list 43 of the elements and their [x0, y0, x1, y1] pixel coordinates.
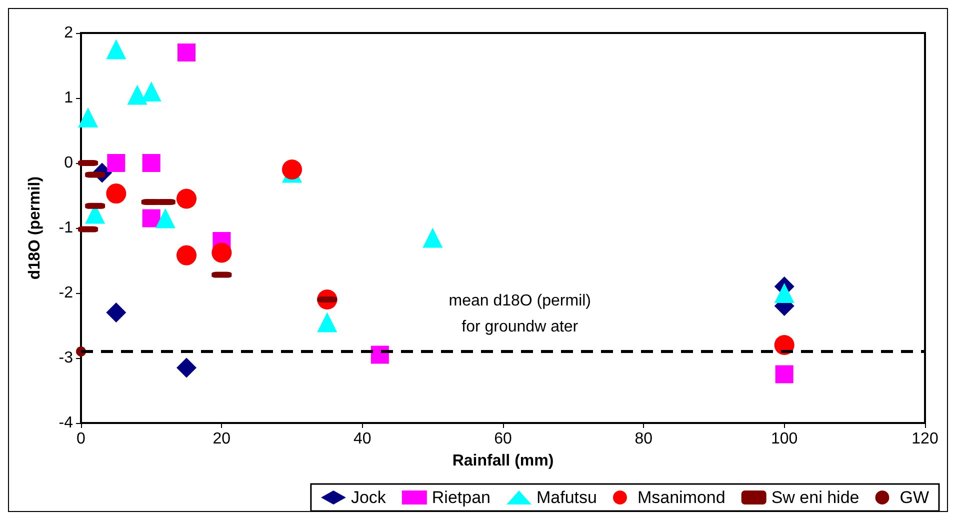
x-tick-label: 120 [912, 430, 938, 448]
legend-label: GW [900, 488, 930, 507]
point [422, 228, 443, 248]
x-tick-label: 0 [76, 430, 86, 448]
point [775, 365, 794, 384]
annotation: mean d18O (permil) for groundw ater [448, 292, 592, 336]
x-tick-label: 100 [770, 430, 798, 448]
point [176, 188, 196, 209]
point [212, 242, 232, 263]
point [107, 154, 126, 172]
legend-label: Jock [350, 488, 386, 507]
point [127, 84, 148, 105]
y-tick-label: -4 [58, 414, 74, 432]
legend-label: Msanimond [637, 488, 726, 507]
point [142, 209, 160, 228]
point [142, 154, 160, 172]
x-tick-label: 20 [212, 430, 231, 448]
point [178, 44, 196, 62]
legend-label: Sw eni hide [771, 488, 860, 507]
point [176, 358, 196, 378]
x-tick-label: 40 [353, 430, 372, 448]
y-axis-title: d18O (permil) [26, 176, 44, 280]
point [78, 108, 98, 128]
point [774, 283, 794, 303]
x-tick-label: 80 [634, 430, 653, 448]
legend-label: Mafutsu [536, 488, 597, 507]
legend-label: Rietpan [432, 488, 491, 507]
y-tick-label: -1 [58, 220, 74, 236]
point [106, 302, 126, 322]
y-tick-label: -3 [58, 350, 74, 366]
point [155, 208, 176, 228]
y-tick-label: 1 [64, 90, 74, 106]
y-tick-label: -2 [58, 284, 74, 302]
y-tick-label: 0 [64, 154, 74, 172]
x-tick-label: 60 [494, 430, 512, 448]
x-axis-title: Rainfall (mm) [452, 452, 554, 470]
point [370, 346, 389, 364]
point [282, 160, 302, 180]
point [106, 39, 126, 60]
point [106, 184, 126, 204]
point [176, 245, 196, 266]
point [317, 312, 338, 332]
y-tick-label: 2 [64, 24, 74, 42]
